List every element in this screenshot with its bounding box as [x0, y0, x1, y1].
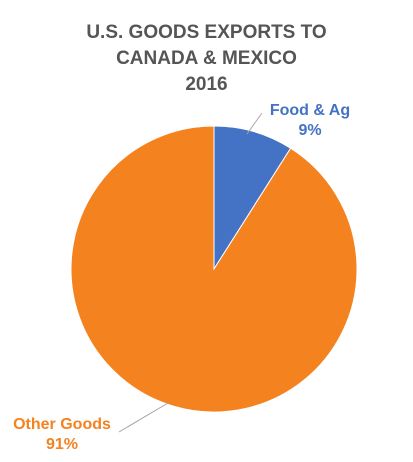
pie-slice-other-goods: [70, 125, 358, 413]
leader-line-other-goods: [118, 402, 169, 433]
chart-title-line-1: U.S. GOODS EXPORTS TO: [86, 22, 327, 43]
slice-value-other-goods: 91%: [45, 436, 79, 453]
chart-title-line-2: CANADA & MEXICO: [116, 48, 297, 69]
slice-label-food-ag: Food & Ag 9%: [262, 101, 358, 141]
slice-label-other-goods: Other Goods 91%: [6, 415, 118, 455]
leader-line-food-ag: [246, 112, 263, 135]
pie-slice-food-ag: [213, 125, 292, 271]
slice-value-food-ag: 9%: [298, 122, 322, 139]
chart-title-line-3: 2016: [185, 74, 228, 95]
slice-name-other-goods: Other Goods: [13, 416, 111, 433]
slice-name-food-ag: Food & Ag: [269, 102, 351, 119]
